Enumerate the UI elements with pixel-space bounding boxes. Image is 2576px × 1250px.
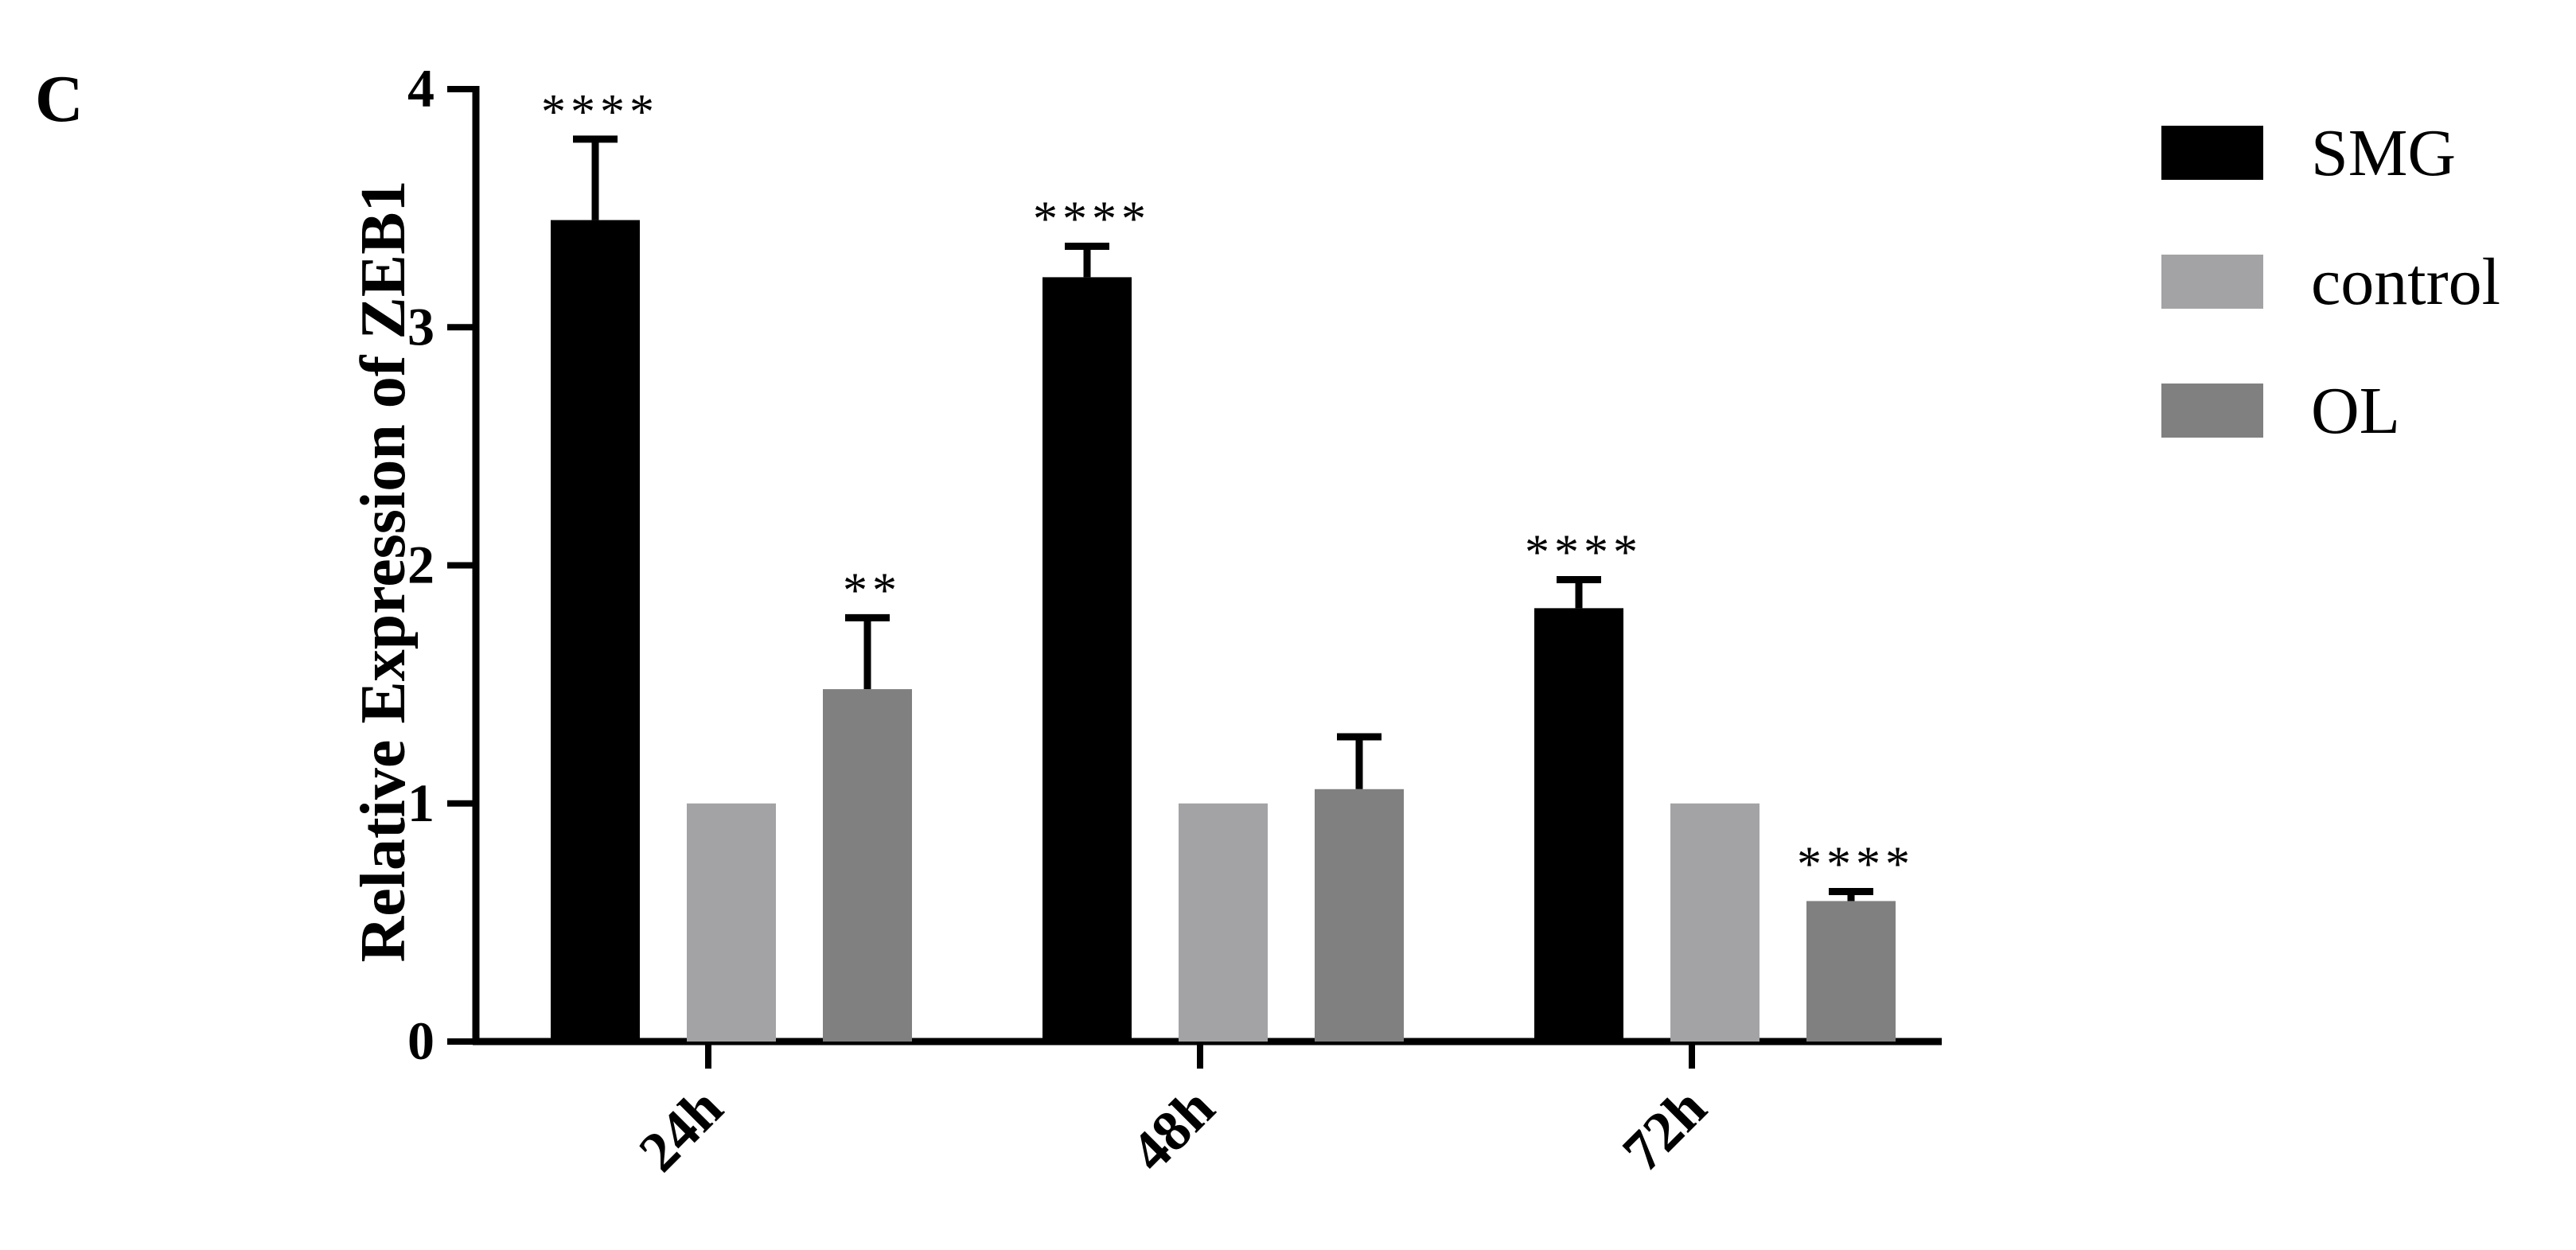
- significance-label: ****: [1797, 837, 1915, 891]
- bar-SMG-24h: [551, 220, 640, 1042]
- legend: SMG control OL: [2161, 116, 2500, 448]
- significance-label: ****: [1525, 525, 1643, 579]
- y-axis-title: Relative Expression of ZEB1: [349, 180, 419, 962]
- significance-label: ****: [1033, 193, 1151, 247]
- legend-label-SMG: SMG: [2311, 116, 2456, 190]
- y-tick-label: 1: [407, 773, 435, 833]
- bar-control-48h: [1179, 803, 1268, 1042]
- bar-control-24h: [687, 803, 776, 1042]
- y-tick-label: 2: [407, 535, 435, 595]
- bar-OL-24h: [823, 689, 912, 1042]
- bar-SMG-48h: [1042, 277, 1132, 1042]
- bar-OL-72h: [1806, 901, 1896, 1042]
- significance-label: ****: [541, 85, 659, 139]
- panel-label: C: [35, 62, 84, 136]
- x-tick-label: 72h: [1611, 1076, 1719, 1184]
- y-tick-label: 3: [407, 296, 435, 356]
- legend-label-OL: OL: [2311, 374, 2400, 448]
- bar-SMG-72h: [1534, 608, 1623, 1042]
- bar-OL-48h: [1315, 789, 1404, 1042]
- legend-swatch-control: [2161, 255, 2263, 309]
- x-tick-label: 24h: [627, 1076, 735, 1184]
- legend-label-control: control: [2311, 245, 2500, 319]
- legend-swatch-OL: [2161, 384, 2263, 438]
- y-tick-label: 4: [407, 58, 435, 119]
- y-tick-label: 0: [407, 1011, 435, 1071]
- bar-control-72h: [1670, 803, 1760, 1042]
- x-tick-label: 48h: [1119, 1076, 1227, 1184]
- significance-label: **: [843, 563, 902, 617]
- legend-swatch-SMG: [2161, 126, 2263, 180]
